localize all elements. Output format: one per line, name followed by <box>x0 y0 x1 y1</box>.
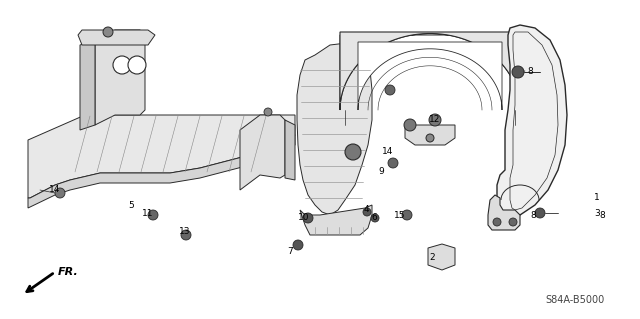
Polygon shape <box>285 120 295 180</box>
Polygon shape <box>340 32 520 110</box>
Circle shape <box>128 56 146 74</box>
Text: 12: 12 <box>429 115 441 124</box>
Polygon shape <box>78 30 155 45</box>
Polygon shape <box>240 115 285 190</box>
Circle shape <box>535 208 545 218</box>
Polygon shape <box>497 25 567 218</box>
Polygon shape <box>28 135 295 208</box>
Polygon shape <box>428 244 455 270</box>
Circle shape <box>181 230 191 240</box>
Text: S84A-B5000: S84A-B5000 <box>545 295 605 305</box>
Polygon shape <box>300 205 372 235</box>
Circle shape <box>509 218 517 226</box>
Circle shape <box>303 213 313 223</box>
Circle shape <box>264 108 272 116</box>
Text: 3: 3 <box>594 209 600 218</box>
Text: 9: 9 <box>378 167 384 176</box>
Polygon shape <box>95 30 145 125</box>
Circle shape <box>363 208 371 216</box>
Text: 2: 2 <box>429 254 435 263</box>
Circle shape <box>371 214 379 222</box>
Text: 6: 6 <box>371 213 377 222</box>
Circle shape <box>512 66 524 78</box>
Circle shape <box>345 144 361 160</box>
Circle shape <box>293 240 303 250</box>
Text: 15: 15 <box>394 211 406 219</box>
Circle shape <box>402 210 412 220</box>
Text: 14: 14 <box>49 186 61 195</box>
Circle shape <box>404 119 416 131</box>
Circle shape <box>493 218 501 226</box>
Text: 4: 4 <box>363 205 369 214</box>
Text: 10: 10 <box>298 213 310 222</box>
Text: 11: 11 <box>142 209 154 218</box>
Text: 5: 5 <box>128 201 134 210</box>
Polygon shape <box>80 40 95 130</box>
Circle shape <box>113 56 131 74</box>
Text: 7: 7 <box>287 248 293 256</box>
Circle shape <box>148 210 158 220</box>
Text: 8: 8 <box>599 211 605 219</box>
Polygon shape <box>340 33 520 110</box>
Text: FR.: FR. <box>58 267 79 277</box>
Text: 14: 14 <box>382 147 394 157</box>
Text: 8: 8 <box>530 211 536 219</box>
Polygon shape <box>358 42 502 110</box>
Polygon shape <box>405 125 455 145</box>
Polygon shape <box>488 195 520 230</box>
Text: 8: 8 <box>527 66 533 76</box>
Circle shape <box>103 27 113 37</box>
Circle shape <box>429 114 441 126</box>
Circle shape <box>385 85 395 95</box>
Polygon shape <box>297 42 372 215</box>
Text: 1: 1 <box>594 194 600 203</box>
Circle shape <box>55 188 65 198</box>
Text: 13: 13 <box>179 227 191 236</box>
Polygon shape <box>28 115 295 198</box>
Circle shape <box>388 158 398 168</box>
Circle shape <box>426 134 434 142</box>
